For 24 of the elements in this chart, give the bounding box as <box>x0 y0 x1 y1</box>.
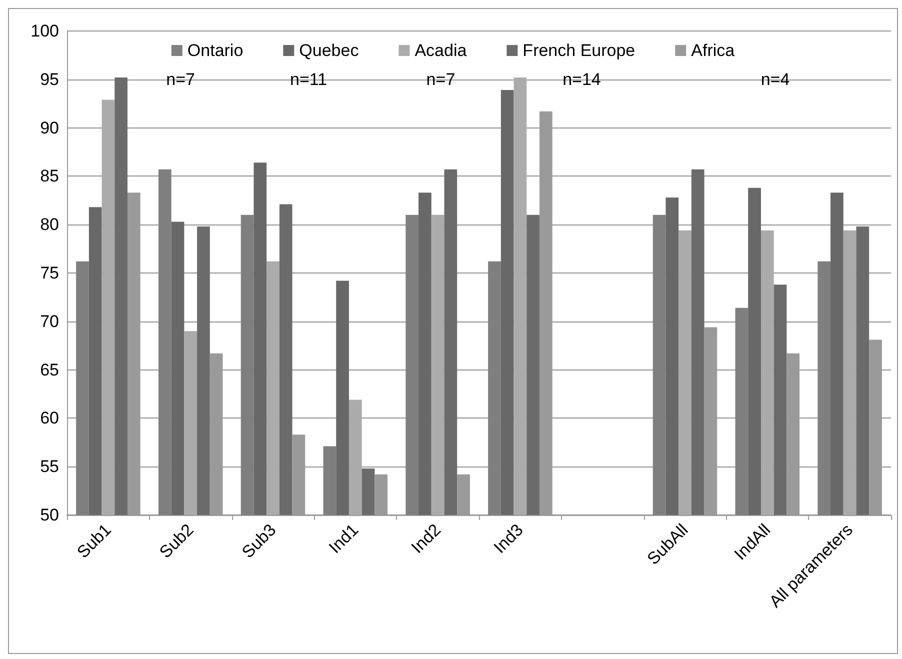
legend-label: Quebec <box>299 41 360 60</box>
y-tick-label: 70 <box>40 312 59 331</box>
x-tick-label: Ind2 <box>408 520 445 558</box>
annotation: n=7 <box>426 70 456 89</box>
legend-label: French Europe <box>522 41 636 60</box>
x-tick-label: Ind3 <box>490 520 527 558</box>
legend-label: Acadia <box>414 41 468 60</box>
y-tick-label: 85 <box>40 166 59 186</box>
annotation: n=11 <box>290 70 328 89</box>
x-tick-label: Ind1 <box>325 520 362 558</box>
legend-label: Africa <box>691 41 736 60</box>
y-tick-label: 80 <box>40 215 59 234</box>
y-tick-label: 90 <box>40 118 59 138</box>
y-tick-label: 50 <box>40 506 59 524</box>
annotation: n=14 <box>562 70 601 89</box>
legend-label: Ontario <box>187 41 244 60</box>
y-tick-label: 65 <box>40 360 59 380</box>
annotation: n=4 <box>760 70 790 89</box>
y-tick-label: 60 <box>40 408 59 428</box>
y-tick-label: 75 <box>40 264 59 282</box>
y-tick-label: 55 <box>40 457 59 476</box>
annotation: n=7 <box>166 70 195 89</box>
y-tick-label: 95 <box>40 70 59 89</box>
y-tick-label: 100 <box>30 22 59 40</box>
